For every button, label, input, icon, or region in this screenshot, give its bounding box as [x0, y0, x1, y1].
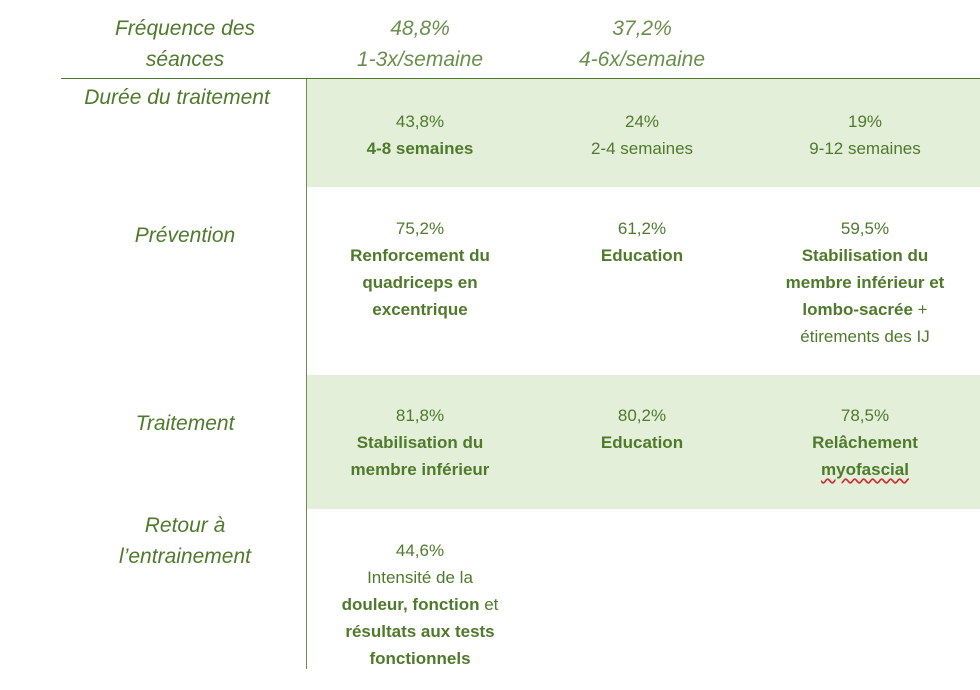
row-label-line: Retour à: [144, 514, 226, 537]
cell-percent: 81,8%: [395, 406, 445, 425]
cell-text: membre inférieur: [350, 460, 490, 479]
cell-text-line: douleur, fonction et: [310, 591, 530, 618]
cell-text: Education: [600, 433, 684, 452]
cell-text-line: myofascial: [765, 456, 965, 483]
row-label-line: séances: [145, 48, 225, 71]
cell-text: excentrique: [372, 300, 468, 319]
frequence-cell-2: 37,2% 4-6x/semaine: [542, 13, 742, 75]
row-label-frequence: Fréquence des séances: [80, 13, 290, 75]
frequence-cell-1: 48,8% 1-3x/semaine: [320, 13, 520, 75]
row-label-line: l’entrainement: [119, 545, 251, 568]
row-label-line: Fréquence des: [114, 17, 256, 40]
cell-percent: 19%: [847, 112, 883, 131]
header-rule: [61, 78, 980, 79]
retour-cell-1: 44,6% Intensité de la douleur, fonction …: [310, 537, 530, 672]
spellcheck-word: myofascial: [821, 460, 909, 479]
cell-percent: 48,8%: [390, 17, 450, 40]
cell-text: résultats aux tests: [345, 622, 495, 641]
traitement-cell-1: 81,8% Stabilisation du membre inférieur: [320, 402, 520, 483]
cell-percent: 80,2%: [617, 406, 667, 425]
row-label-duree: Durée du traitement: [84, 86, 270, 109]
cell-text: fonctionnels: [369, 649, 471, 668]
cell-text: Intensité de la: [367, 568, 473, 587]
cell-percent: 44,6%: [395, 541, 445, 560]
cell-text: 4-6x/semaine: [578, 48, 706, 71]
row-label-traitement: Traitement: [135, 412, 235, 435]
cell-text: étirements des IJ: [800, 327, 930, 346]
cell-text: Stabilisation du: [356, 433, 484, 452]
cell-percent: 37,2%: [612, 17, 672, 40]
cell-percent: 24%: [624, 112, 660, 131]
cell-text: Stabilisation du: [801, 246, 929, 265]
cell-percent: 61,2%: [617, 219, 667, 238]
cell-text: Relâchement: [812, 433, 918, 452]
row-label-prevention: Prévention: [134, 224, 236, 247]
cell-text: membre inférieur et: [785, 273, 945, 292]
cell-text: quadriceps en: [362, 273, 478, 292]
cell-percent: 75,2%: [395, 219, 445, 238]
cell-percent: 59,5%: [840, 219, 890, 238]
cell-percent: 78,5%: [840, 406, 890, 425]
cell-percent: 43,8%: [395, 112, 445, 131]
cell-text-plain: et: [479, 595, 499, 614]
traitement-cell-3: 78,5% Relâchement myofascial: [765, 402, 965, 483]
prevention-cell-2: 61,2% Education: [542, 215, 742, 269]
cell-text-bold: douleur, fonction: [341, 595, 480, 614]
row-label-retour: Retour à l’entrainement: [80, 510, 290, 572]
cell-text: 1-3x/semaine: [356, 48, 484, 71]
cell-text: 9-12 semaines: [809, 139, 921, 158]
prevention-cell-3: 59,5% Stabilisation du membre inférieur …: [755, 215, 975, 350]
cell-text-plain: +: [912, 300, 928, 319]
prevention-cell-1: 75,2% Renforcement du quadriceps en exce…: [320, 215, 520, 323]
traitement-cell-2: 80,2% Education: [542, 402, 742, 456]
row-band-duree: [307, 79, 980, 187]
cell-text: Renforcement du: [350, 246, 490, 265]
cell-text: Education: [600, 246, 684, 265]
cell-text: 4-8 semaines: [366, 139, 474, 158]
duree-cell-3: 19% 9-12 semaines: [765, 108, 965, 162]
cell-text-bold: lombo-sacrée: [802, 300, 913, 319]
row-band-traitement: [307, 375, 980, 509]
column-rule: [306, 79, 307, 669]
duree-cell-1: 43,8% 4-8 semaines: [320, 108, 520, 162]
duree-cell-2: 24% 2-4 semaines: [542, 108, 742, 162]
cell-text: 2-4 semaines: [590, 139, 694, 158]
cell-text-line: lombo-sacrée +: [755, 296, 975, 323]
